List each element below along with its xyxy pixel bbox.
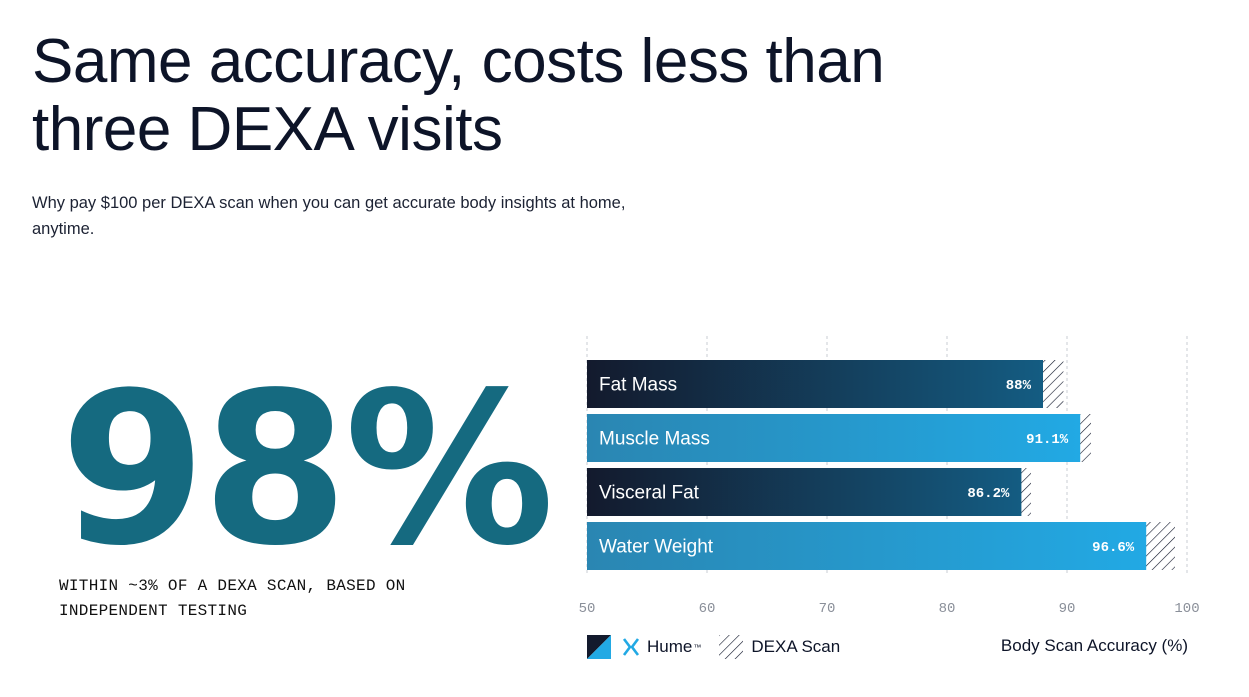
x-tick-label: 50 [579, 601, 596, 617]
bar-category-label: Fat Mass [599, 375, 677, 396]
hume-bar [587, 414, 1081, 462]
hume-bar [587, 522, 1147, 570]
bar-category-label: Muscle Mass [599, 429, 710, 450]
legend-dexa-label: DEXA Scan [751, 637, 841, 656]
bar-category-label: Visceral Fat [599, 483, 700, 504]
bar-category-label: Water Weight [599, 537, 714, 558]
x-tick-label: 90 [1059, 601, 1076, 617]
x-tick-label: 60 [699, 601, 716, 617]
legend-hume-label: Hume [647, 637, 693, 656]
bar-value-label: 88% [1006, 378, 1032, 394]
hume-bar [587, 468, 1022, 516]
chart-legend: Hume ™ DEXA Scan [587, 633, 840, 661]
hume-bar [587, 360, 1043, 408]
hume-swatch-icon [587, 635, 611, 659]
accuracy-stat: 98% [60, 347, 555, 592]
legend-hume: Hume ™ [621, 637, 701, 657]
stat-caption: WITHIN ~3% OF A DEXA SCAN, BASED ON INDE… [59, 577, 406, 620]
bar-value-label: 86.2% [967, 486, 1010, 502]
trademark-mark: ™ [693, 642, 702, 652]
x-tick-label: 80 [939, 601, 956, 617]
hume-logo-icon [622, 638, 640, 656]
hatch-swatch-icon [719, 635, 744, 659]
x-tick-label: 70 [819, 601, 836, 617]
accuracy-bar-chart: Fat Mass 88% Muscle Mass 91.1% Visceral Fat 8… [579, 336, 1200, 617]
x-tick-label: 100 [1174, 601, 1199, 617]
x-axis-title: Body Scan Accuracy (%) [1000, 636, 1188, 655]
page-title: Same accuracy, costs less than three DEX… [32, 27, 885, 164]
page-subtitle: Why pay $100 per DEXA scan when you can … [32, 194, 626, 238]
legend-dexa: DEXA Scan [719, 635, 840, 659]
bar-value-label: 91.1% [1026, 432, 1069, 448]
bar-value-label: 96.6% [1092, 540, 1135, 556]
